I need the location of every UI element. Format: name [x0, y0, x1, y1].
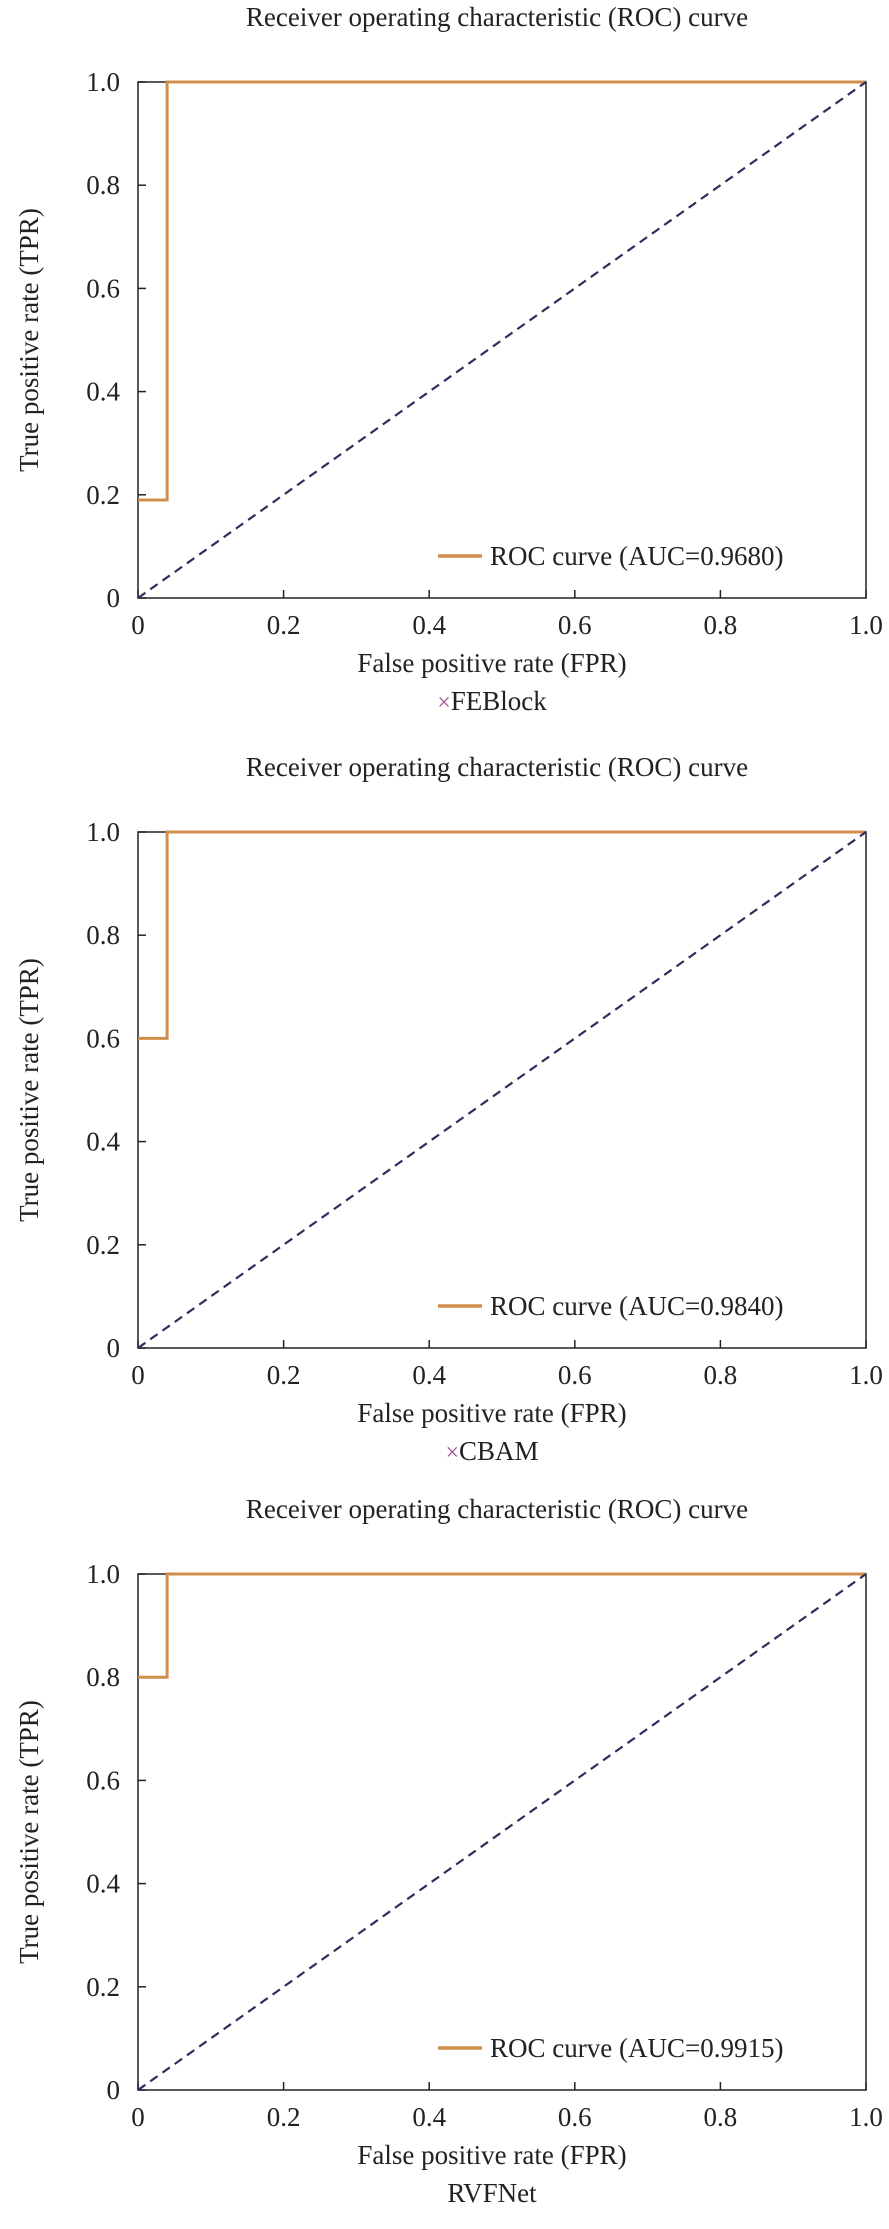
roc-chart-1: Receiver operating characteristic (ROC) … [14, 2, 883, 716]
x-tick-label: 0.2 [267, 610, 301, 640]
x-axis-label: False positive rate (FPR) [357, 648, 626, 678]
chart-caption: ×CBAM [445, 1436, 538, 1466]
y-tick-label: 0.4 [86, 377, 120, 407]
caption-mark: × [445, 1440, 459, 1466]
x-tick-label: 1.0 [849, 2102, 883, 2132]
x-tick-label: 0.8 [704, 2102, 738, 2132]
x-tick-label: 0 [131, 1360, 145, 1390]
y-tick-label: 1.0 [86, 67, 120, 97]
y-tick-label: 0.8 [86, 1662, 120, 1692]
y-tick-label: 1.0 [86, 1559, 120, 1589]
chance-diagonal-line [137, 831, 867, 1349]
y-tick-label: 0.8 [86, 170, 120, 200]
y-tick-label: 0.6 [86, 273, 120, 303]
x-tick-label: 0.4 [412, 610, 446, 640]
caption-text: RVFNet [447, 2178, 537, 2208]
y-tick-label: 0 [107, 2075, 121, 2105]
y-axis-label: True positive rate (TPR) [14, 208, 44, 472]
x-tick-label: 0.2 [267, 1360, 301, 1390]
x-tick-label: 0.2 [267, 2102, 301, 2132]
x-tick-label: 0.6 [558, 610, 592, 640]
y-tick-label: 0.4 [86, 1127, 120, 1157]
roc-curve-line [138, 1572, 866, 1679]
roc-chart-3: Receiver operating characteristic (ROC) … [14, 1494, 883, 2208]
y-tick-label: 0 [107, 1333, 121, 1363]
x-axis-label: False positive rate (FPR) [357, 1398, 626, 1428]
x-tick-label: 0.4 [412, 1360, 446, 1390]
legend-label: ROC curve (AUC=0.9680) [490, 541, 783, 571]
y-tick-label: 0.6 [86, 1765, 120, 1795]
x-tick-label: 0.8 [704, 610, 738, 640]
y-tick-label: 1.0 [86, 817, 120, 847]
x-axis-label: False positive rate (FPR) [357, 2140, 626, 2170]
x-tick-label: 0.4 [412, 2102, 446, 2132]
chart-caption: RVFNet [447, 2178, 537, 2208]
caption-text: CBAM [459, 1436, 539, 1466]
roc-chart-2: Receiver operating characteristic (ROC) … [14, 752, 883, 1466]
y-tick-label: 0.6 [86, 1023, 120, 1053]
y-axis-label: True positive rate (TPR) [14, 958, 44, 1222]
x-tick-label: 1.0 [849, 1360, 883, 1390]
x-tick-label: 0 [131, 610, 145, 640]
y-axis-label: True positive rate (TPR) [14, 1700, 44, 1964]
roc-curve-line [138, 80, 866, 502]
x-tick-label: 0.6 [558, 1360, 592, 1390]
x-tick-label: 0 [131, 2102, 145, 2132]
y-tick-label: 0.8 [86, 920, 120, 950]
y-tick-label: 0.4 [86, 1869, 120, 1899]
x-tick-label: 0.8 [704, 1360, 738, 1390]
caption-text: FEBlock [451, 686, 548, 716]
chart-title: Receiver operating characteristic (ROC) … [246, 2, 748, 32]
y-tick-label: 0.2 [86, 480, 120, 510]
y-tick-label: 0 [107, 583, 121, 613]
chart-title: Receiver operating characteristic (ROC) … [246, 752, 748, 782]
y-tick-label: 0.2 [86, 1972, 120, 2002]
legend-label: ROC curve (AUC=0.9840) [490, 1291, 783, 1321]
x-tick-label: 0.6 [558, 2102, 592, 2132]
chance-diagonal-line [137, 81, 867, 599]
x-tick-label: 1.0 [849, 610, 883, 640]
y-tick-label: 0.2 [86, 1230, 120, 1260]
roc-curve-line [138, 830, 866, 1040]
chance-diagonal-line [137, 1573, 867, 2091]
chart-caption: ×FEBlock [437, 686, 547, 716]
legend-label: ROC curve (AUC=0.9915) [490, 2033, 783, 2063]
caption-mark: × [437, 690, 451, 716]
chart-title: Receiver operating characteristic (ROC) … [246, 1494, 748, 1524]
